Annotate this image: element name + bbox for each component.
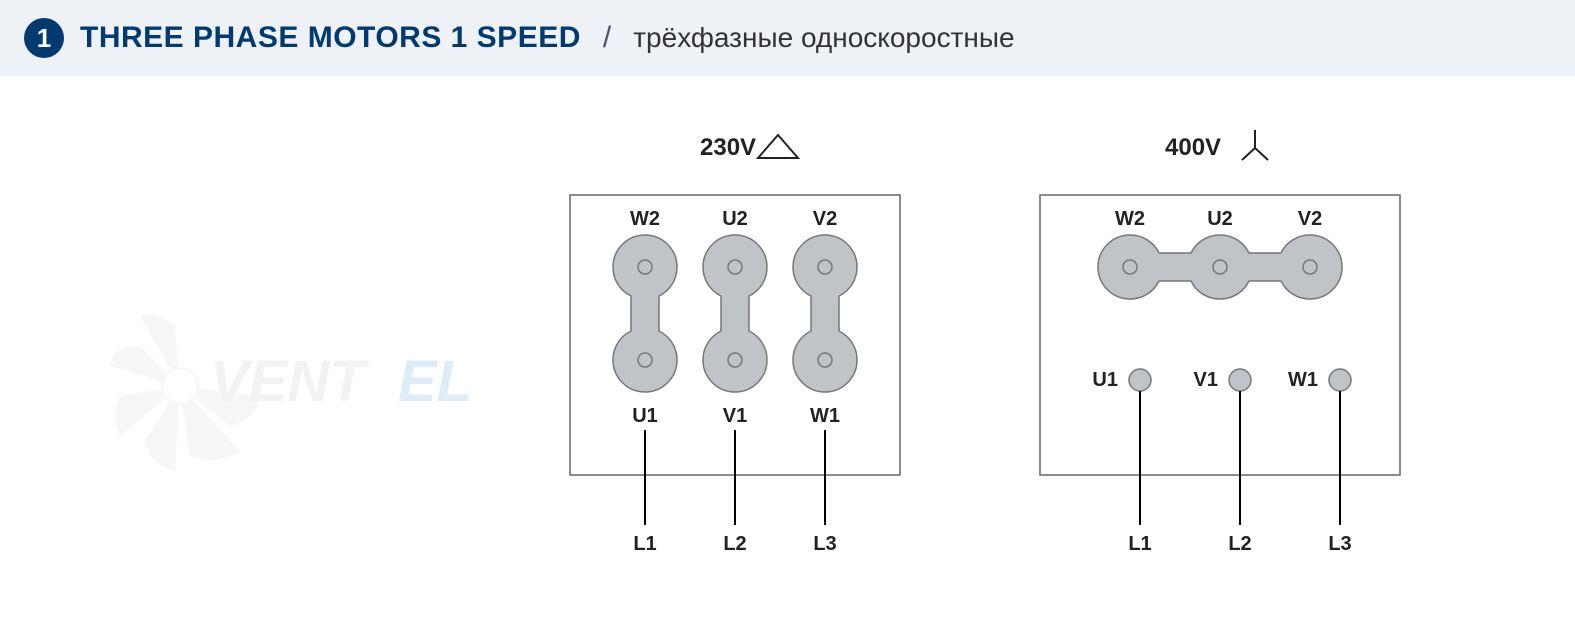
svg-text:L2: L2 — [1228, 533, 1251, 555]
left-spacer: VENT EL — [0, 116, 550, 433]
svg-text:EL: EL — [398, 349, 472, 414]
title-russian: трёхфазные односкоростные — [633, 22, 1014, 54]
section-number-badge: 1 — [24, 18, 64, 58]
svg-text:VENT: VENT — [210, 349, 369, 414]
svg-text:L2: L2 — [723, 533, 746, 555]
svg-text:L1: L1 — [633, 533, 656, 555]
content-area: VENT EL 230V W2 U2 V2 — [0, 76, 1575, 433]
watermark-logo: VENT EL — [90, 286, 510, 491]
header-bar: 1 THREE PHASE MOTORS 1 SPEED / трёхфазны… — [0, 0, 1575, 76]
title-separator: / — [603, 21, 611, 55]
title-english: THREE PHASE MOTORS 1 SPEED — [80, 21, 581, 55]
svg-text:L1: L1 — [1128, 533, 1151, 555]
svg-text:L3: L3 — [813, 533, 836, 555]
svg-text:L3: L3 — [1328, 533, 1351, 555]
